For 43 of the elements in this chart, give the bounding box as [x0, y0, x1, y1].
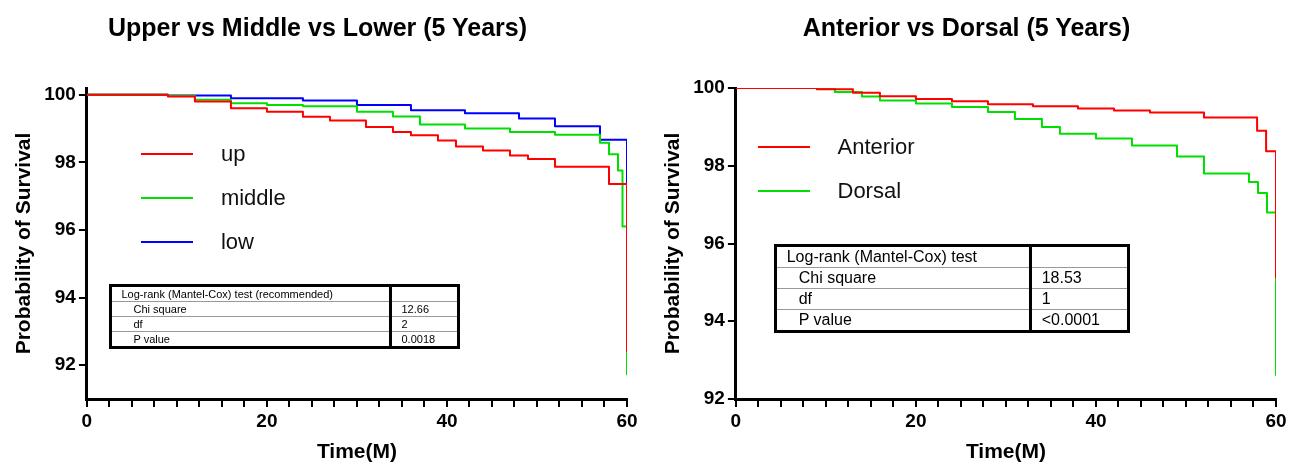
x-axis-title: Time(M)	[316, 439, 398, 463]
x-tick-label: 60	[1265, 409, 1287, 431]
annotation: Chi square	[110, 301, 390, 317]
y-tick-label: 94	[703, 309, 726, 331]
annotation: 12.66	[390, 301, 458, 317]
annotation: 2	[390, 316, 458, 332]
chart-title: Anterior vs Dorsal (5 Years)	[802, 12, 1131, 41]
y-tick-label: 100	[44, 83, 76, 104]
x-tick-label: 20	[905, 409, 927, 431]
annotation: Log-rank (Mantel-Cox) test	[775, 245, 1031, 267]
x-tick-label: 0	[730, 409, 742, 431]
x-axis-title: Time(M)	[965, 439, 1047, 463]
annotation: 1	[1030, 288, 1129, 309]
y-axis-title: Probability of Survival	[660, 132, 684, 355]
annotation: df	[110, 316, 390, 332]
legend-label: middle	[220, 184, 286, 211]
x-tick-label: 60	[616, 409, 638, 431]
y-tick-label: 94	[54, 285, 77, 307]
y-tick-label: 96	[703, 231, 725, 253]
annotation: df	[775, 288, 1031, 309]
x-tick-label: 20	[256, 409, 278, 431]
x-tick-label: 0	[81, 409, 93, 431]
y-tick-label: 100	[693, 76, 725, 98]
x-tick-label: 40	[1085, 409, 1107, 431]
annotation: P value	[775, 309, 1031, 331]
annotation: P value	[110, 331, 390, 348]
legend-label: Dorsal	[837, 178, 902, 205]
legend-label: up	[220, 140, 246, 167]
y-tick-label: 92	[703, 387, 725, 409]
legend-label: low	[220, 228, 254, 255]
legend-label: Anterior	[837, 134, 915, 161]
y-tick-label: 96	[54, 218, 76, 240]
annotation: Chi square	[775, 267, 1031, 288]
x-tick-label: 40	[436, 409, 458, 431]
chart-title: Upper vs Middle vs Lower (5 Years)	[107, 12, 528, 41]
annotation: 0.0018	[390, 331, 458, 348]
y-tick-label: 98	[703, 153, 725, 175]
annotation: Log-rank (Mantel-Cox) test (recommended)	[110, 285, 390, 302]
annotation: 18.53	[1030, 267, 1129, 288]
y-tick-label: 92	[54, 353, 76, 375]
y-axis-title: Probability of Survival	[11, 132, 35, 355]
y-tick-label: 98	[54, 150, 76, 172]
annotation: <0.0001	[1030, 309, 1129, 331]
